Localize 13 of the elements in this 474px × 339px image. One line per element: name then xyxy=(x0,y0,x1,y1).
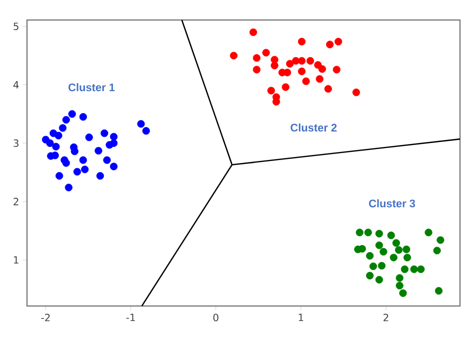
y-tick-label: 2 xyxy=(14,198,18,206)
x-tick-label: 0 xyxy=(213,314,218,322)
annotation: Cluster 2 xyxy=(290,124,337,132)
y-tick-label: 3 xyxy=(14,139,18,147)
annotation: Cluster 3 xyxy=(369,199,416,208)
y-tick-label: 5 xyxy=(14,22,18,30)
x-tick-label: -1 xyxy=(126,314,135,322)
x-tick-label: -2 xyxy=(41,314,50,322)
annotation: Cluster 1 xyxy=(68,83,115,92)
x-tick-label: 2 xyxy=(384,314,388,322)
x-tick-label: 1 xyxy=(298,314,304,322)
y-tick-label: 1 xyxy=(14,256,18,264)
y-tick-label: 4 xyxy=(13,81,19,88)
